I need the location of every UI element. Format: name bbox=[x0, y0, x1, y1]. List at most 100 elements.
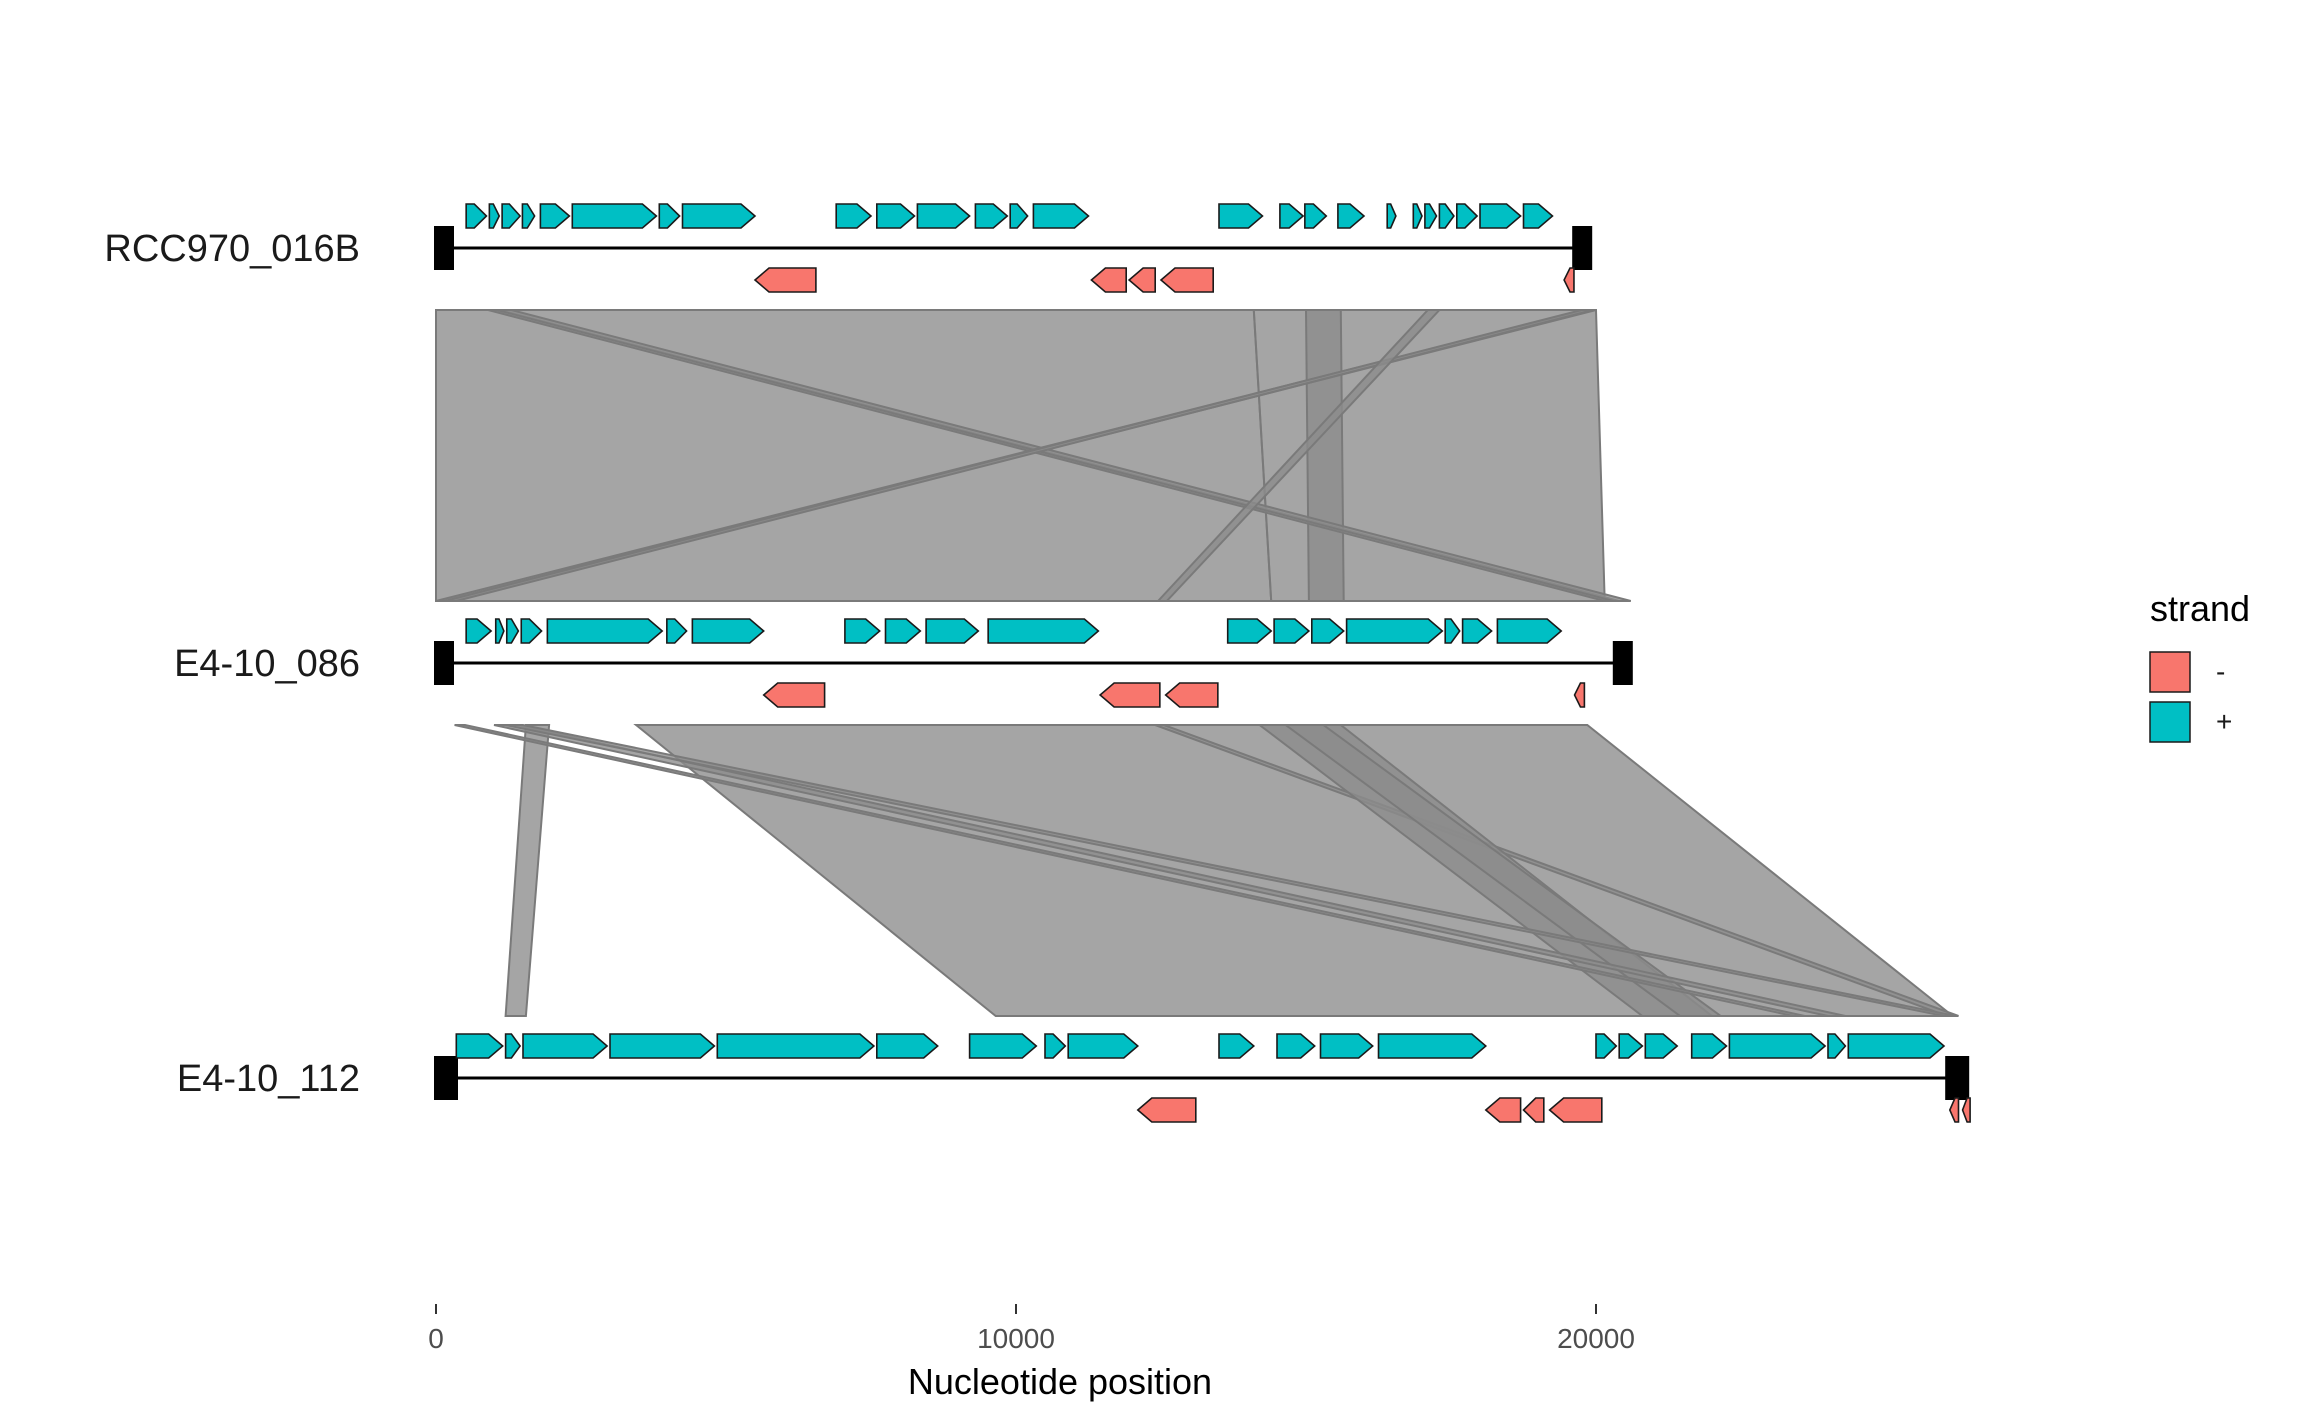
gene-arrow-plus bbox=[505, 618, 520, 644]
gene-arrow-plus bbox=[1444, 618, 1461, 644]
sequence-end-right bbox=[1572, 226, 1593, 270]
gene-arrow-plus bbox=[1847, 1033, 1946, 1059]
gene-arrow-minus bbox=[1484, 1097, 1522, 1123]
gene-arrow-plus bbox=[1337, 203, 1366, 229]
gene-arrow-plus bbox=[835, 203, 873, 229]
gene-arrow-plus bbox=[658, 203, 681, 229]
gene-arrow-minus bbox=[1098, 682, 1161, 708]
gene-arrow-plus bbox=[666, 618, 688, 644]
gene-arrow-plus bbox=[539, 203, 571, 229]
sequence-labels: RCC970_016B E4-10_086 E4-10_112 bbox=[104, 228, 360, 1100]
legend-key-minus bbox=[2149, 651, 2191, 693]
gene-arrow-plus bbox=[1218, 203, 1264, 229]
gene-arrow-plus bbox=[1412, 203, 1423, 229]
gene-arrow-plus bbox=[1304, 203, 1328, 229]
comparison-block-0-6 bbox=[444, 309, 1594, 602]
legend-title: strand bbox=[2150, 588, 2250, 629]
gene-arrow-minus bbox=[1090, 267, 1127, 293]
x-tick-label: 0 bbox=[428, 1323, 444, 1354]
legend-label: - bbox=[2216, 656, 2225, 687]
legend-label: + bbox=[2216, 706, 2232, 737]
gene-arrow-plus bbox=[465, 618, 493, 644]
gene-arrow-plus bbox=[1279, 203, 1305, 229]
comparison-layer bbox=[435, 309, 1959, 1017]
gene-arrow-plus bbox=[465, 203, 488, 229]
gene-arrow-minus bbox=[1563, 267, 1575, 293]
gene-arrow-plus bbox=[968, 1033, 1038, 1059]
gene-arrow-plus bbox=[1424, 203, 1438, 229]
gene-arrow-plus bbox=[987, 618, 1100, 644]
gene-arrow-plus bbox=[844, 618, 881, 644]
gene-arrow-plus bbox=[1461, 618, 1493, 644]
gene-arrow-minus bbox=[1164, 682, 1219, 708]
gene-arrow-plus bbox=[522, 1033, 609, 1059]
comparison-block-1-5 bbox=[454, 724, 1806, 1017]
gene-arrow-plus bbox=[1345, 618, 1444, 644]
gene-arrow-plus bbox=[1273, 618, 1311, 644]
gene-arrow-plus bbox=[916, 203, 971, 229]
gene-arrow-minus bbox=[1522, 1097, 1545, 1123]
gene-arrow-plus bbox=[1044, 1033, 1067, 1059]
comparison-block-1-0 bbox=[633, 724, 1956, 1017]
gene-arrow-plus bbox=[494, 618, 505, 644]
sequence-end-right bbox=[1612, 641, 1633, 685]
gene-arrow-minus bbox=[1548, 1097, 1603, 1123]
gene-arrow-plus bbox=[571, 203, 658, 229]
gene-arrow-plus bbox=[691, 618, 765, 644]
x-tick-label: 10000 bbox=[977, 1323, 1055, 1354]
gene-arrow-minus bbox=[1948, 1097, 1960, 1123]
gene-arrow-plus bbox=[1377, 1033, 1488, 1059]
gene-arrow-plus bbox=[609, 1033, 716, 1059]
gene-arrow-plus bbox=[1618, 1033, 1644, 1059]
gene-arrow-plus bbox=[1319, 1033, 1374, 1059]
gene-arrow-plus bbox=[1690, 1033, 1728, 1059]
legend-key-plus bbox=[2149, 701, 2191, 743]
gene-arrow-plus bbox=[716, 1033, 876, 1059]
gene-arrow-plus bbox=[1479, 203, 1522, 229]
gene-arrow-plus bbox=[521, 203, 536, 229]
gene-arrow-plus bbox=[1311, 618, 1345, 644]
gene-arrow-plus bbox=[1226, 618, 1273, 644]
gene-arrow-plus bbox=[1438, 203, 1455, 229]
gene-arrow-plus bbox=[501, 203, 522, 229]
gene-arrow-plus bbox=[1218, 1033, 1256, 1059]
sequence-label: RCC970_016B bbox=[104, 228, 360, 270]
gene-arrow-plus bbox=[875, 1033, 939, 1059]
gene-arrow-minus bbox=[753, 267, 817, 293]
gene-arrow-plus bbox=[1595, 1033, 1618, 1059]
gene-arrow-plus bbox=[488, 203, 501, 229]
gene-arrow-plus bbox=[974, 203, 1009, 229]
comparison-block-1-4 bbox=[1282, 724, 1724, 1017]
legend: strand - + bbox=[2149, 588, 2250, 743]
gene-arrow-plus bbox=[1728, 1033, 1827, 1059]
track-RCC970_016B bbox=[434, 203, 1593, 293]
sequence-end-left bbox=[434, 1056, 458, 1100]
comparison-block-0-0 bbox=[435, 309, 1273, 602]
gene-arrow-plus bbox=[520, 618, 543, 644]
sequence-end-right bbox=[1945, 1056, 1970, 1100]
gene-arrow-minus bbox=[1159, 267, 1214, 293]
gene-arrow-plus bbox=[1827, 1033, 1847, 1059]
gene-arrow-minus bbox=[1127, 267, 1156, 293]
gene-arrow-minus bbox=[1136, 1097, 1197, 1123]
track-E4-10_086 bbox=[434, 618, 1633, 708]
gene-arrow-plus bbox=[1276, 1033, 1316, 1059]
gene-arrow-plus bbox=[455, 1033, 504, 1059]
gene-arrow-plus bbox=[884, 618, 922, 644]
comparison-block-0-2 bbox=[1304, 309, 1345, 602]
sequence-tracks bbox=[434, 203, 1971, 1123]
x-axis-title: Nucleotide position bbox=[908, 1361, 1212, 1402]
gene-arrow-minus bbox=[1573, 682, 1586, 708]
sequence-end-left bbox=[434, 226, 454, 270]
gene-arrow-plus bbox=[1032, 203, 1090, 229]
comparison-block-0-4 bbox=[496, 309, 1632, 602]
sequence-label: E4-10_086 bbox=[174, 643, 360, 685]
gene-arrow-plus bbox=[925, 618, 980, 644]
gene-arrow-plus bbox=[1496, 618, 1563, 644]
track-E4-10_112 bbox=[434, 1033, 1971, 1123]
x-tick-label: 20000 bbox=[1557, 1323, 1635, 1354]
gene-arrow-plus bbox=[546, 618, 664, 644]
gene-arrow-plus bbox=[1644, 1033, 1679, 1059]
gene-arrow-plus bbox=[1522, 203, 1554, 229]
